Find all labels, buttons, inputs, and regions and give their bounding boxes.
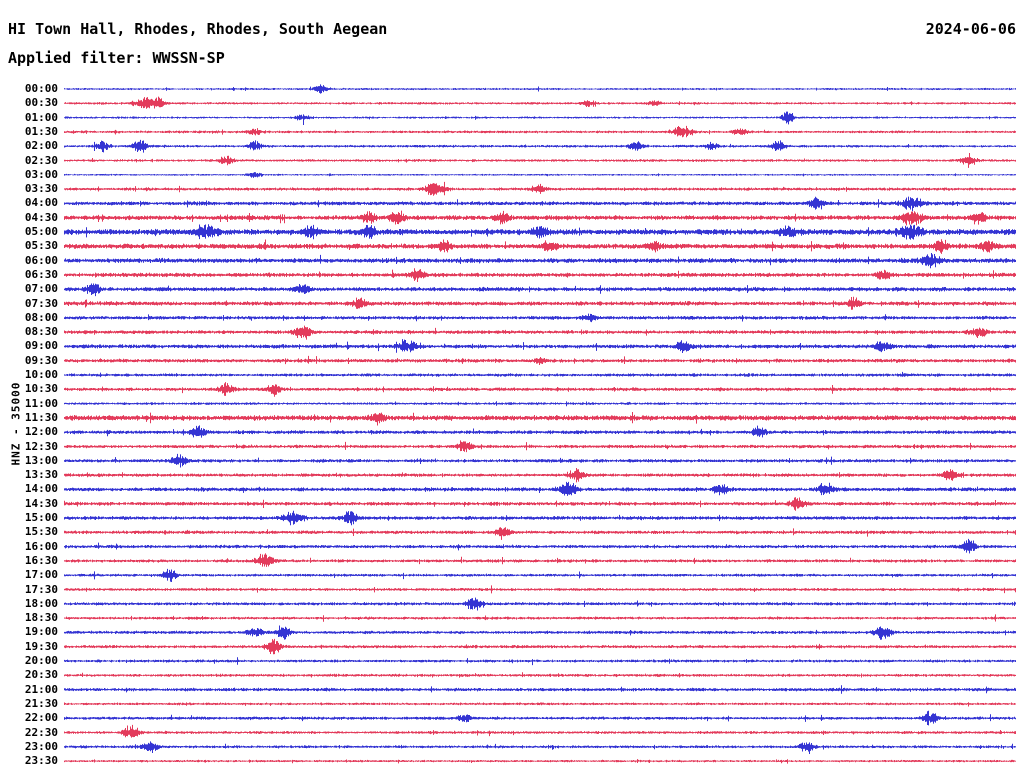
time-label: 21:00 bbox=[24, 682, 58, 696]
time-label: 17:00 bbox=[24, 568, 58, 582]
time-label: 05:00 bbox=[24, 225, 58, 238]
time-label: 20:30 bbox=[24, 668, 58, 682]
time-label: 19:30 bbox=[24, 639, 58, 653]
time-label: 15:30 bbox=[24, 525, 58, 539]
time-label: 17:30 bbox=[24, 582, 58, 596]
time-label: 14:00 bbox=[24, 482, 58, 496]
time-label: 01:30 bbox=[24, 124, 58, 138]
time-label: 04:00 bbox=[24, 196, 58, 210]
time-label: 02:30 bbox=[24, 153, 58, 167]
time-label: 22:00 bbox=[24, 711, 58, 725]
time-label: 03:00 bbox=[24, 167, 58, 181]
time-label: 04:30 bbox=[24, 210, 58, 224]
time-label: 06:00 bbox=[24, 253, 58, 267]
time-label: 18:00 bbox=[24, 596, 58, 610]
time-label: 02:00 bbox=[24, 139, 58, 153]
time-label: 13:30 bbox=[24, 468, 58, 482]
time-label: 12:00 bbox=[24, 425, 58, 439]
time-label: 08:30 bbox=[24, 325, 58, 339]
time-label: 09:00 bbox=[24, 339, 58, 353]
time-label: 11:30 bbox=[24, 410, 58, 424]
time-label: 11:00 bbox=[24, 396, 58, 410]
time-label: 14:30 bbox=[24, 496, 58, 510]
time-label: 00:30 bbox=[24, 96, 58, 110]
time-label: 10:30 bbox=[24, 382, 58, 396]
time-label: 03:30 bbox=[24, 182, 58, 196]
time-label: 23:30 bbox=[24, 754, 58, 768]
time-label: 21:30 bbox=[24, 696, 58, 710]
time-label: 00:00 bbox=[24, 82, 58, 95]
time-label: 07:00 bbox=[24, 282, 58, 296]
filter-label: Applied filter: WWSSN-SP bbox=[8, 49, 225, 67]
time-label: 12:30 bbox=[24, 439, 58, 453]
time-label: 16:30 bbox=[24, 553, 58, 567]
time-label: 06:30 bbox=[24, 267, 58, 281]
time-label: 01:00 bbox=[24, 110, 58, 124]
time-label: 19:00 bbox=[24, 625, 58, 639]
time-label: 08:00 bbox=[24, 310, 58, 324]
time-label: 13:00 bbox=[24, 453, 58, 467]
time-label: 05:30 bbox=[24, 239, 58, 253]
time-label: 09:30 bbox=[24, 353, 58, 367]
time-label: 16:00 bbox=[24, 539, 58, 553]
date-label: 2024-06-06 bbox=[925, 20, 1016, 38]
time-label: 18:30 bbox=[24, 611, 58, 625]
station-title: HI Town Hall, Rhodes, Rhodes, South Aege… bbox=[8, 20, 388, 38]
time-label: 20:00 bbox=[24, 654, 58, 667]
time-label: 10:00 bbox=[24, 368, 58, 381]
time-label: 22:30 bbox=[24, 725, 58, 739]
time-label: 23:00 bbox=[24, 739, 58, 753]
time-label: 07:30 bbox=[24, 296, 58, 310]
time-label: 15:00 bbox=[24, 511, 58, 524]
